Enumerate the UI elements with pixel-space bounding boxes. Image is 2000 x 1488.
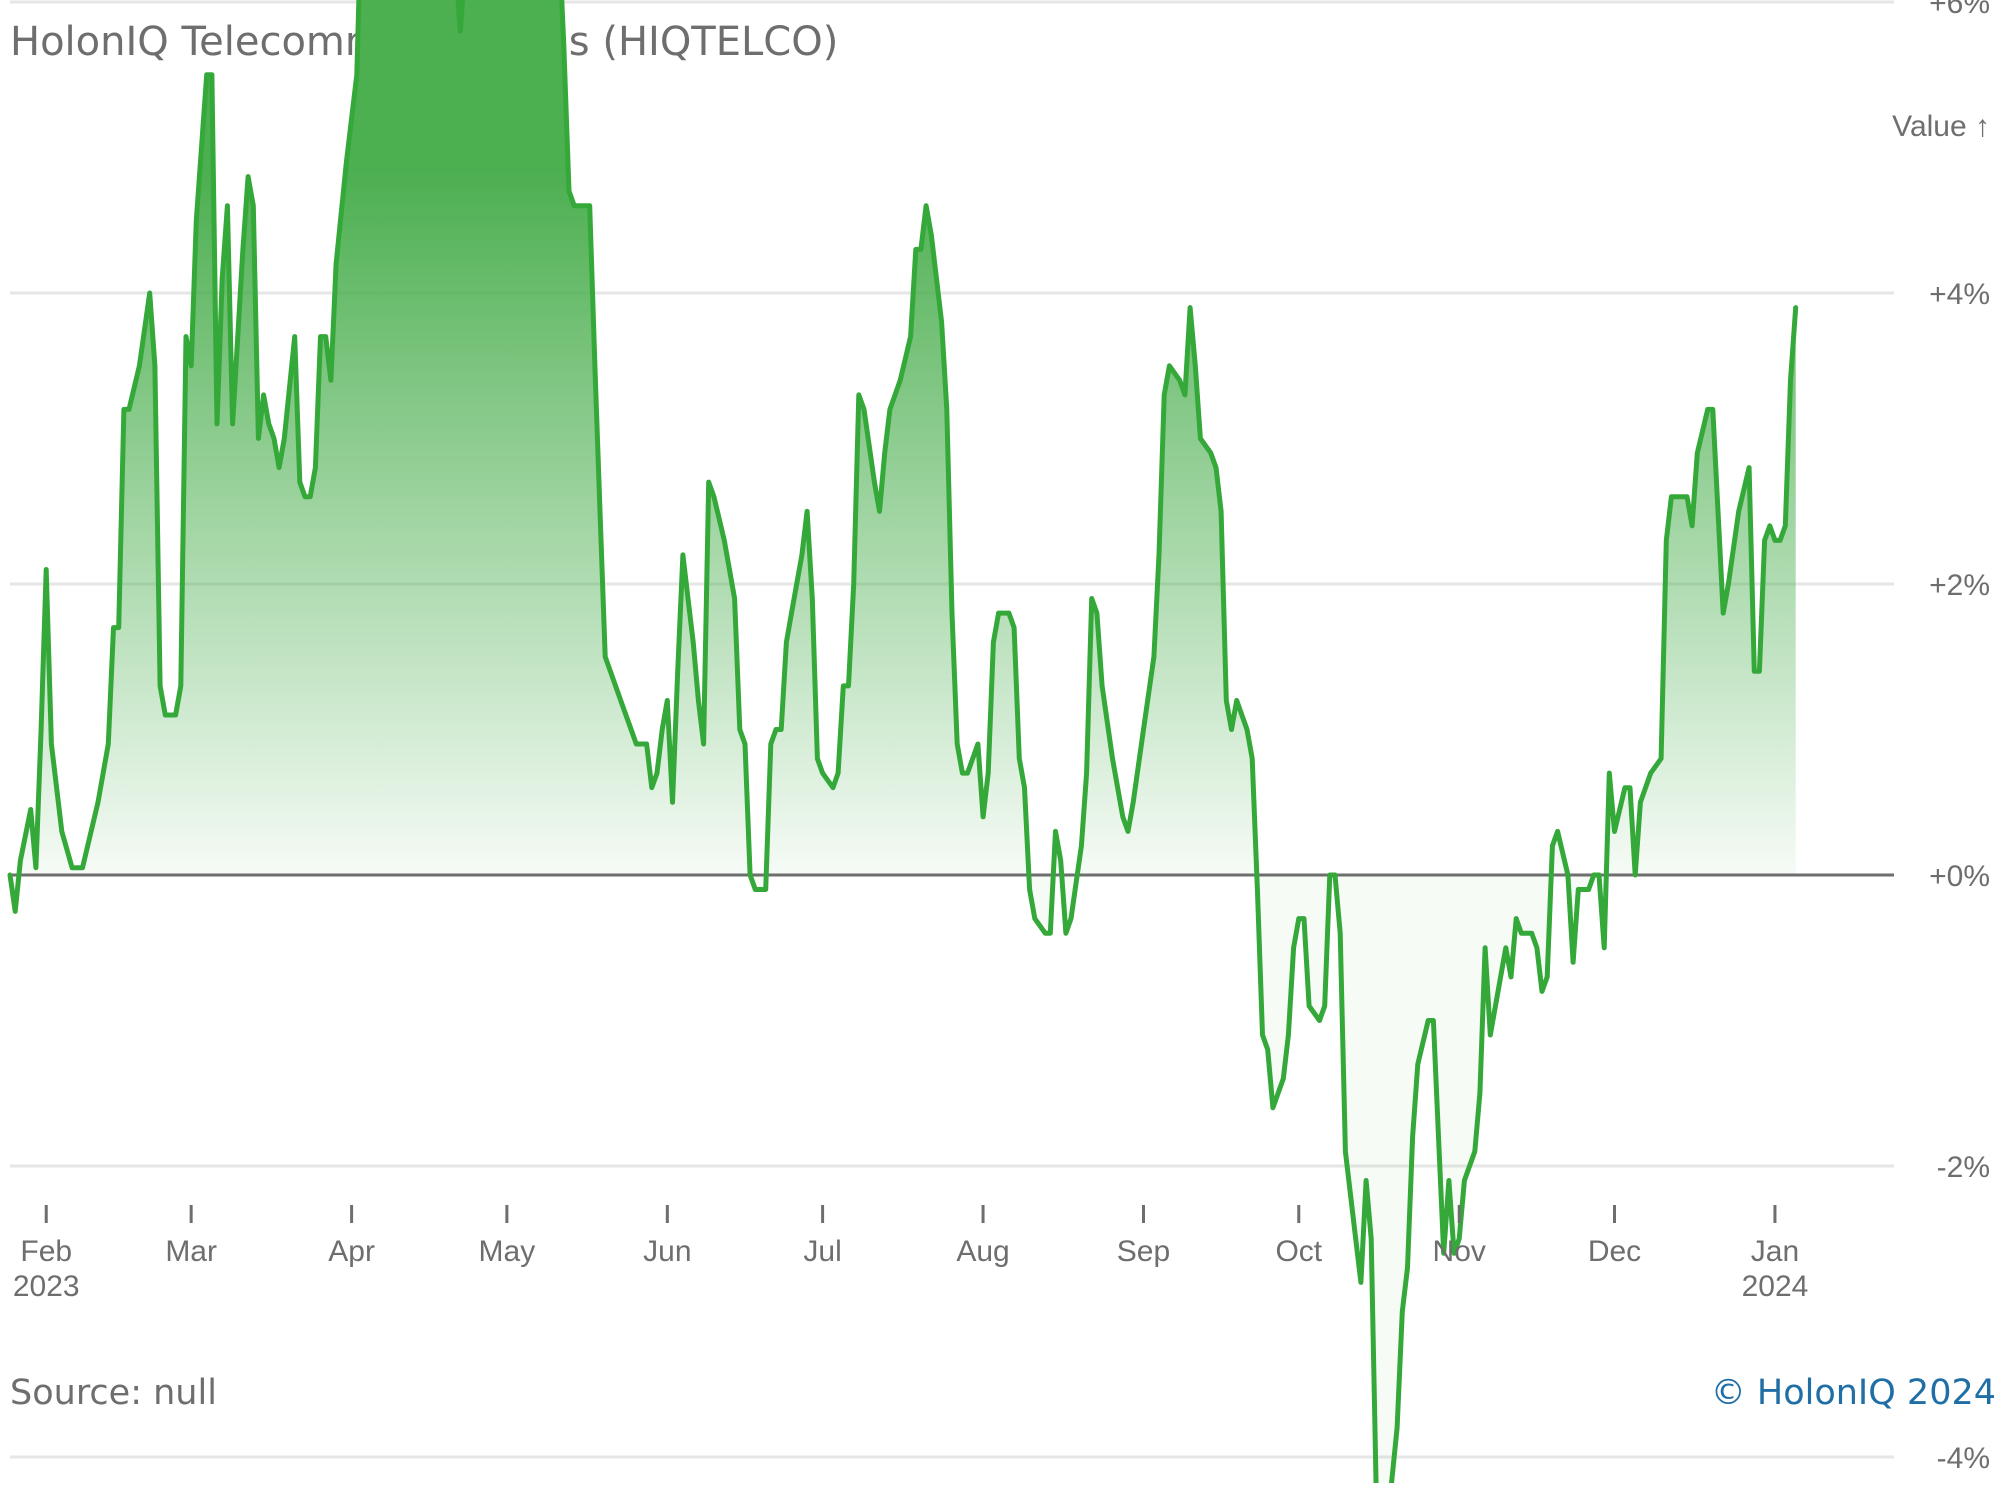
series-area <box>10 0 1796 1488</box>
x-tick-label: Jun <box>643 1235 691 1268</box>
copyright-text[interactable]: © HolonIQ 2024 <box>1711 1373 1996 1413</box>
y-tick-label: +4% <box>1929 278 1990 311</box>
x-tick-label: Jan <box>1751 1235 1799 1268</box>
y-tick-label: -2% <box>1937 1151 1990 1184</box>
x-tick-label: Mar <box>165 1235 217 1268</box>
x-tick-label: Nov <box>1433 1235 1486 1268</box>
y-tick-label: +2% <box>1929 569 1990 602</box>
area-layer <box>10 0 1796 1488</box>
x-tick-label: Oct <box>1275 1235 1322 1268</box>
line-layer <box>7 0 1799 1488</box>
x-tick-label: May <box>479 1235 536 1268</box>
x-tick-year-label: 2024 <box>1742 1270 1809 1303</box>
y-tick-labels: +8%+6%+4%+2%+0%-2%-4% <box>1929 0 1990 1475</box>
x-tick-label: Apr <box>328 1235 375 1268</box>
x-tick-year-label: 2023 <box>13 1270 80 1303</box>
y-axis-label: Value ↑ <box>1892 110 1990 143</box>
x-tick-label: Feb <box>20 1235 72 1268</box>
y-tick-label: -4% <box>1937 1442 1990 1475</box>
x-tick-label: Jul <box>803 1235 841 1268</box>
series-line <box>7 0 1799 1488</box>
x-tick-label: Aug <box>956 1235 1009 1268</box>
y-tick-label: +0% <box>1929 860 1990 893</box>
y-tick-label: +6% <box>1929 0 1990 20</box>
source-text: Source: null <box>10 1373 217 1413</box>
x-tick-label: Sep <box>1117 1235 1170 1268</box>
x-tick-label: Dec <box>1588 1235 1641 1268</box>
